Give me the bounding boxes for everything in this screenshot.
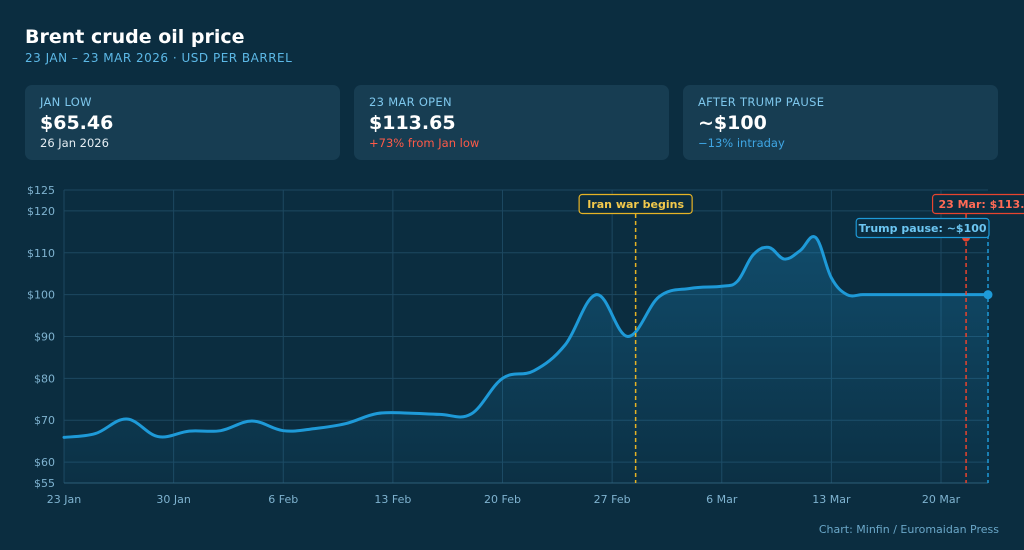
stat-card-label: 23 MAR OPEN — [369, 95, 452, 109]
x-tick-label: 23 Jan — [47, 493, 81, 506]
y-tick-label: $125 — [27, 184, 55, 197]
y-tick-label: $90 — [34, 331, 55, 344]
x-tick-label: 13 Mar — [812, 493, 851, 506]
stat-cards: JAN LOW $65.46 26 Jan 2026 23 MAR OPEN $… — [25, 85, 999, 160]
stat-card-value: $65.46 — [40, 112, 114, 134]
y-tick-label: $110 — [27, 247, 55, 260]
y-tick-label: $60 — [34, 456, 55, 469]
series-line — [62, 235, 990, 439]
stat-card-value: $113.65 — [369, 112, 456, 134]
stat-card-mar-open: 23 MAR OPEN $113.65 +73% from Jan low — [354, 85, 669, 160]
x-tick-label: 13 Feb — [374, 493, 411, 506]
x-tick-label: 20 Mar — [922, 493, 961, 506]
peak-annotation-box — [931, 193, 1024, 215]
x-tick-label: 30 Jan — [156, 493, 190, 506]
stat-card-jan-low: JAN LOW $65.46 26 Jan 2026 — [25, 85, 340, 160]
y-tick-label: $100 — [27, 289, 55, 302]
stat-card-note: 26 Jan 2026 — [40, 136, 109, 150]
stat-card-label: JAN LOW — [40, 95, 92, 109]
stat-card-after-pause: AFTER TRUMP PAUSE ~$100 −13% intraday — [683, 85, 998, 160]
chart-title: Brent crude oil price — [25, 26, 245, 48]
annotations: Iran war begins 23 Mar: $113.65 Trump paus… — [578, 193, 1024, 483]
pause-marker — [983, 290, 993, 300]
x-tick-label: 6 Feb — [268, 493, 298, 506]
pause-annotation-box — [855, 217, 990, 239]
stat-card-note: +73% from Jan low — [369, 136, 480, 150]
y-tick-label: $55 — [34, 477, 55, 490]
series-area — [64, 236, 988, 483]
x-tick-label: 27 Feb — [594, 493, 631, 506]
x-tick-label: 20 Feb — [484, 493, 521, 506]
peak-annotation-label: 23 Mar: $113.65 — [938, 198, 1024, 211]
axes: $55 $60 $70 $80 $90 $100 $110 $120 $125 23 Jan 30 … — [27, 184, 988, 506]
stat-card-note: −13% intraday — [698, 136, 785, 150]
stat-card-value: ~$100 — [698, 112, 767, 134]
pause-annotation-label: Trump pause: ~$100 — [859, 222, 987, 235]
war-begins-annotation-box — [578, 193, 693, 215]
y-tick-label: $80 — [34, 372, 55, 385]
stat-card-label: AFTER TRUMP PAUSE — [698, 95, 825, 109]
line-chart: $55 $60 $70 $80 $90 $100 $110 $120 $125 23 Jan 30 … — [27, 184, 1024, 506]
war-begins-annotation-label: Iran war begins — [587, 198, 684, 211]
chart-source: Chart: Minfin / Euromaidan Press — [818, 523, 999, 536]
y-tick-label: $120 — [27, 205, 55, 218]
x-tick-label: 6 Mar — [706, 493, 738, 506]
chart-subtitle: 23 JAN – 23 MAR 2026 · USD PER BARREL — [25, 51, 293, 65]
y-tick-label: $70 — [34, 414, 55, 427]
